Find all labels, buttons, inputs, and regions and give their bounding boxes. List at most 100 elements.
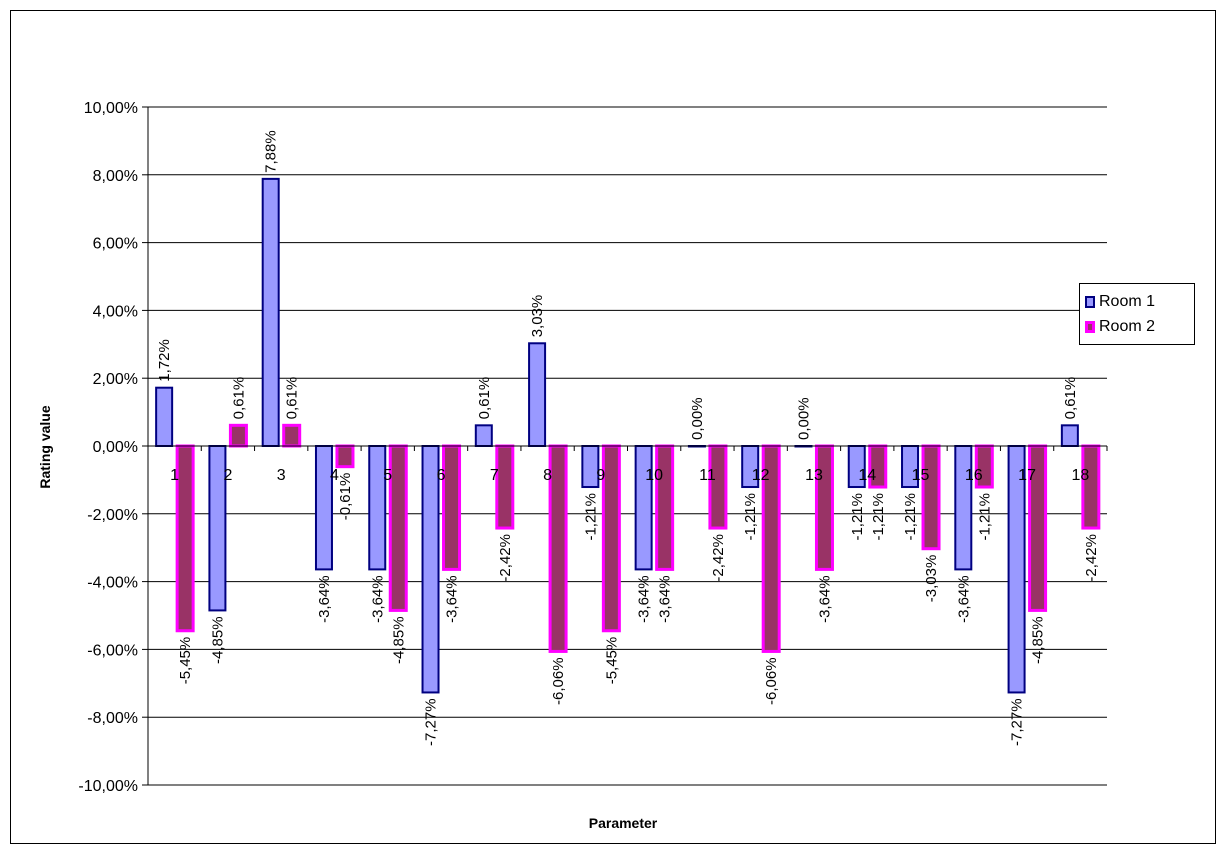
data-label-room-1: -3,64%: [369, 575, 386, 623]
axes: -10,00% -8,00% -6,00% -4,00% -2,00% 0,00% 2,00…: [78, 100, 1108, 795]
data-label-room-1: -3,64%: [316, 575, 333, 623]
bar-room-2: [282, 423, 302, 448]
x-tick-label: 7: [490, 467, 499, 484]
bar-room-2: [921, 444, 941, 551]
bar-room-2: [601, 444, 621, 633]
y-tick-label: -4,00%: [87, 575, 138, 592]
x-tick-label: 13: [805, 467, 823, 484]
x-tick-label: 6: [437, 467, 446, 484]
bar-room-2: [228, 423, 248, 448]
bar-room-2: [708, 444, 728, 530]
legend: Room 1 Room 2: [1079, 283, 1195, 345]
data-label-room-1: -7,27%: [423, 698, 440, 746]
data-label-room-1: 3,03%: [529, 295, 546, 338]
data-label-room-1: -1,21%: [582, 493, 599, 541]
data-label-room-2: -4,85%: [1030, 616, 1047, 664]
bar-room-2: [335, 444, 355, 469]
data-label-room-2: -1,21%: [976, 493, 993, 541]
data-label-room-1: -1,21%: [742, 493, 759, 541]
data-label-room-2: -4,85%: [390, 616, 407, 664]
data-label-room-2: -6,06%: [550, 657, 567, 705]
y-tick-label: -6,00%: [87, 642, 138, 659]
data-label-room-2: -3,64%: [657, 575, 674, 623]
data-label-room-1: 0,61%: [476, 377, 493, 420]
data-label-room-2: 0,61%: [230, 377, 247, 420]
data-label-room-1: -4,85%: [209, 616, 226, 664]
y-tick-label: -2,00%: [87, 507, 138, 524]
x-tick-label: 12: [752, 467, 770, 484]
bar-room-1: [368, 445, 387, 571]
bar-room-2: [175, 444, 195, 633]
data-label-room-2: -3,64%: [444, 575, 461, 623]
y-axis-title: Rating value: [37, 405, 53, 488]
data-labels: 1,72% -5,45% -4,85% 0,61% 7,88% 0,61% -3,64% -0…: [156, 130, 1100, 746]
data-label-room-1: -3,64%: [636, 575, 653, 623]
y-tick-label: 8,00%: [93, 168, 138, 185]
x-tick-label: 11: [699, 467, 716, 484]
data-label-room-2: -2,42%: [1083, 534, 1100, 582]
x-tick-label: 10: [645, 467, 663, 484]
bar-room-2: [442, 444, 462, 571]
y-tick-label: 2,00%: [93, 371, 138, 388]
bar-room-1: [954, 445, 973, 571]
data-label-room-2: -5,45%: [603, 637, 620, 685]
x-tick-label: 3: [277, 467, 286, 484]
x-tick-label: 9: [596, 467, 605, 484]
data-label-room-1: 1,72%: [156, 339, 173, 382]
x-tick-label: 2: [223, 467, 232, 484]
data-label-room-2: 0,61%: [284, 377, 301, 420]
x-tick-label: 15: [912, 467, 930, 484]
legend-item-room-1: Room 1: [1085, 292, 1155, 312]
bar-room-1: [314, 445, 333, 571]
data-label-room-1: -7,27%: [1009, 698, 1026, 746]
bar-room-2: [655, 444, 675, 571]
data-label-room-2: -2,42%: [710, 534, 727, 582]
data-label-room-1: -1,21%: [849, 493, 866, 541]
data-label-room-2: -3,64%: [816, 575, 833, 623]
legend-swatch-room-2: [1085, 321, 1095, 333]
bar-room-2: [548, 444, 568, 653]
bar-room-1: [528, 342, 547, 447]
data-label-room-1: -1,21%: [902, 493, 919, 541]
bar-room-2: [814, 444, 834, 571]
data-label-room-1: 0,00%: [795, 397, 812, 440]
bar-room-2: [1081, 444, 1101, 530]
y-tick-label: 6,00%: [93, 236, 138, 253]
y-tick-label: 0,00%: [93, 439, 138, 456]
y-tick-label: 10,00%: [84, 100, 138, 117]
data-label-room-2: -1,21%: [870, 493, 887, 541]
legend-item-room-2: Room 2: [1085, 317, 1155, 337]
data-label-room-2: -3,03%: [923, 555, 940, 603]
x-tick-label: 1: [170, 467, 179, 484]
x-tick-label: 16: [965, 467, 983, 484]
data-label-room-1: 0,61%: [1062, 377, 1079, 420]
legend-swatch-room-1: [1085, 296, 1095, 308]
x-tick-label: 14: [858, 467, 876, 484]
x-tick-label: 8: [543, 467, 552, 484]
y-tick-label: 4,00%: [93, 303, 138, 320]
bar-room-1: [261, 177, 280, 447]
data-label-room-1: 0,00%: [689, 397, 706, 440]
data-label-room-2: -6,06%: [763, 657, 780, 705]
x-tick-label: 17: [1018, 467, 1036, 484]
y-tick-label: -10,00%: [78, 778, 138, 795]
data-label-room-2: -5,45%: [177, 637, 194, 685]
bar-room-1: [1060, 424, 1079, 448]
bar-room-2: [495, 444, 515, 530]
legend-label-room-2: Room 2: [1099, 318, 1156, 335]
x-tick-label: 18: [1071, 467, 1089, 484]
bar-room-1: [634, 445, 653, 571]
x-tick-label: 5: [383, 467, 392, 484]
bar-room-1: [474, 424, 493, 448]
bar-room-1: [155, 386, 174, 447]
bar-room-2: [388, 444, 408, 612]
bars: [155, 177, 1101, 694]
legend-label-room-1: Room 1: [1099, 293, 1156, 310]
data-label-room-1: -3,64%: [955, 575, 972, 623]
x-axis-title: Parameter: [589, 815, 658, 831]
data-label-room-2: -0,61%: [337, 473, 354, 521]
data-label-room-2: -2,42%: [497, 534, 514, 582]
chart-frame: [10, 10, 1216, 844]
y-tick-label: -8,00%: [87, 710, 138, 727]
